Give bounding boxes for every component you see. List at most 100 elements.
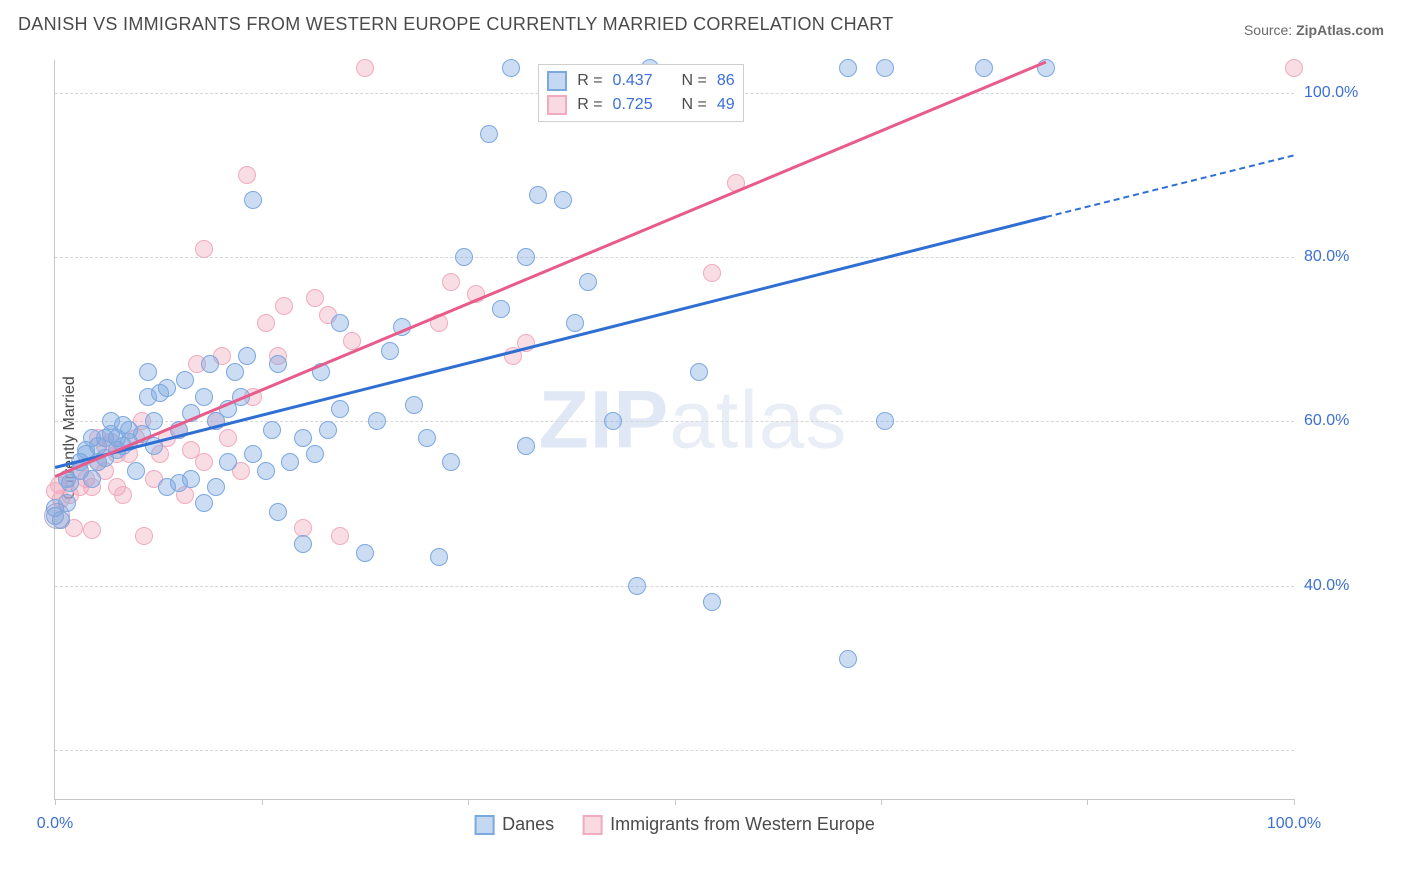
scatter-point (566, 314, 584, 332)
scatter-point (135, 527, 153, 545)
scatter-point (201, 355, 219, 373)
scatter-point (257, 462, 275, 480)
x-tick-label: 0.0% (37, 815, 73, 833)
scatter-point (195, 453, 213, 471)
scatter-point (690, 363, 708, 381)
scatter-point (269, 355, 287, 373)
scatter-point (238, 166, 256, 184)
series-legend: Danes Immigrants from Western Europe (474, 814, 875, 835)
scatter-point (195, 240, 213, 258)
r-label: R = (577, 96, 602, 114)
scatter-point (331, 314, 349, 332)
scatter-point (381, 342, 399, 360)
scatter-point (306, 289, 324, 307)
scatter-point (127, 462, 145, 480)
gridline (55, 750, 1294, 751)
scatter-point (263, 421, 281, 439)
trend-line-extrapolated (1046, 154, 1294, 218)
scatter-point (554, 191, 572, 209)
scatter-point (219, 453, 237, 471)
scatter-point (219, 429, 237, 447)
x-tick-label: 100.0% (1267, 815, 1321, 833)
scatter-point (238, 347, 256, 365)
y-tick-label: 100.0% (1304, 84, 1384, 102)
scatter-point (356, 59, 374, 77)
scatter-point (319, 421, 337, 439)
scatter-point (430, 548, 448, 566)
legend-swatch (474, 815, 494, 835)
scatter-point (876, 412, 894, 430)
x-tick-mark (1294, 799, 1295, 805)
x-tick-mark (262, 799, 263, 805)
x-tick-mark (881, 799, 882, 805)
r-value: 0.437 (613, 72, 653, 90)
scatter-point (418, 429, 436, 447)
scatter-point (579, 273, 597, 291)
chart-title: DANISH VS IMMIGRANTS FROM WESTERN EUROPE… (18, 14, 894, 35)
scatter-point (517, 437, 535, 455)
scatter-point (244, 445, 262, 463)
scatter-point (83, 521, 101, 539)
correlation-legend-row: R = 0.437 N = 86 (547, 69, 734, 93)
scatter-point (405, 396, 423, 414)
scatter-point (356, 544, 374, 562)
watermark: ZIPatlas (539, 373, 848, 467)
scatter-point (442, 273, 460, 291)
scatter-point (1285, 59, 1303, 77)
chart-container: Currently Married ZIPatlas 40.0%60.0%80.… (0, 48, 1406, 848)
trend-line (55, 60, 1047, 477)
n-value: 86 (717, 72, 735, 90)
scatter-point (628, 577, 646, 595)
plot-area: ZIPatlas 40.0%60.0%80.0%100.0%0.0%100.0%… (54, 60, 1294, 800)
scatter-point (604, 412, 622, 430)
scatter-point (114, 486, 132, 504)
scatter-point (839, 59, 857, 77)
watermark-rest: atlas (669, 374, 847, 465)
scatter-point (839, 650, 857, 668)
x-tick-mark (675, 799, 676, 805)
scatter-point (517, 248, 535, 266)
scatter-point (502, 59, 520, 77)
n-label: N = (681, 72, 706, 90)
scatter-point (876, 59, 894, 77)
scatter-point (331, 527, 349, 545)
scatter-point (269, 503, 287, 521)
correlation-legend-row: R = 0.725 N = 49 (547, 93, 734, 117)
legend-swatch (547, 71, 567, 91)
scatter-point (480, 125, 498, 143)
series-legend-label: Danes (502, 814, 554, 835)
scatter-point (145, 412, 163, 430)
legend-swatch (582, 815, 602, 835)
gridline (55, 586, 1294, 587)
scatter-point (331, 400, 349, 418)
y-tick-label: 40.0% (1304, 577, 1384, 595)
x-tick-mark (55, 799, 56, 805)
series-legend-label: Immigrants from Western Europe (610, 814, 875, 835)
scatter-point (455, 248, 473, 266)
scatter-point (275, 297, 293, 315)
source-name: ZipAtlas.com (1296, 22, 1384, 38)
scatter-point (703, 593, 721, 611)
scatter-point-emphasis (44, 503, 70, 529)
scatter-point (442, 453, 460, 471)
scatter-point (281, 453, 299, 471)
series-legend-item: Danes (474, 814, 554, 835)
scatter-point (182, 470, 200, 488)
n-value: 49 (717, 96, 735, 114)
scatter-point (226, 363, 244, 381)
r-value: 0.725 (613, 96, 653, 114)
scatter-point (139, 363, 157, 381)
scatter-point (703, 264, 721, 282)
scatter-point (294, 429, 312, 447)
gridline (55, 257, 1294, 258)
legend-swatch (547, 95, 567, 115)
scatter-point (492, 300, 510, 318)
series-legend-item: Immigrants from Western Europe (582, 814, 875, 835)
r-label: R = (577, 72, 602, 90)
scatter-point (294, 535, 312, 553)
source-attribution: Source: ZipAtlas.com (1244, 22, 1384, 38)
scatter-point (257, 314, 275, 332)
scatter-point (195, 494, 213, 512)
scatter-point (195, 388, 213, 406)
y-tick-label: 60.0% (1304, 412, 1384, 430)
